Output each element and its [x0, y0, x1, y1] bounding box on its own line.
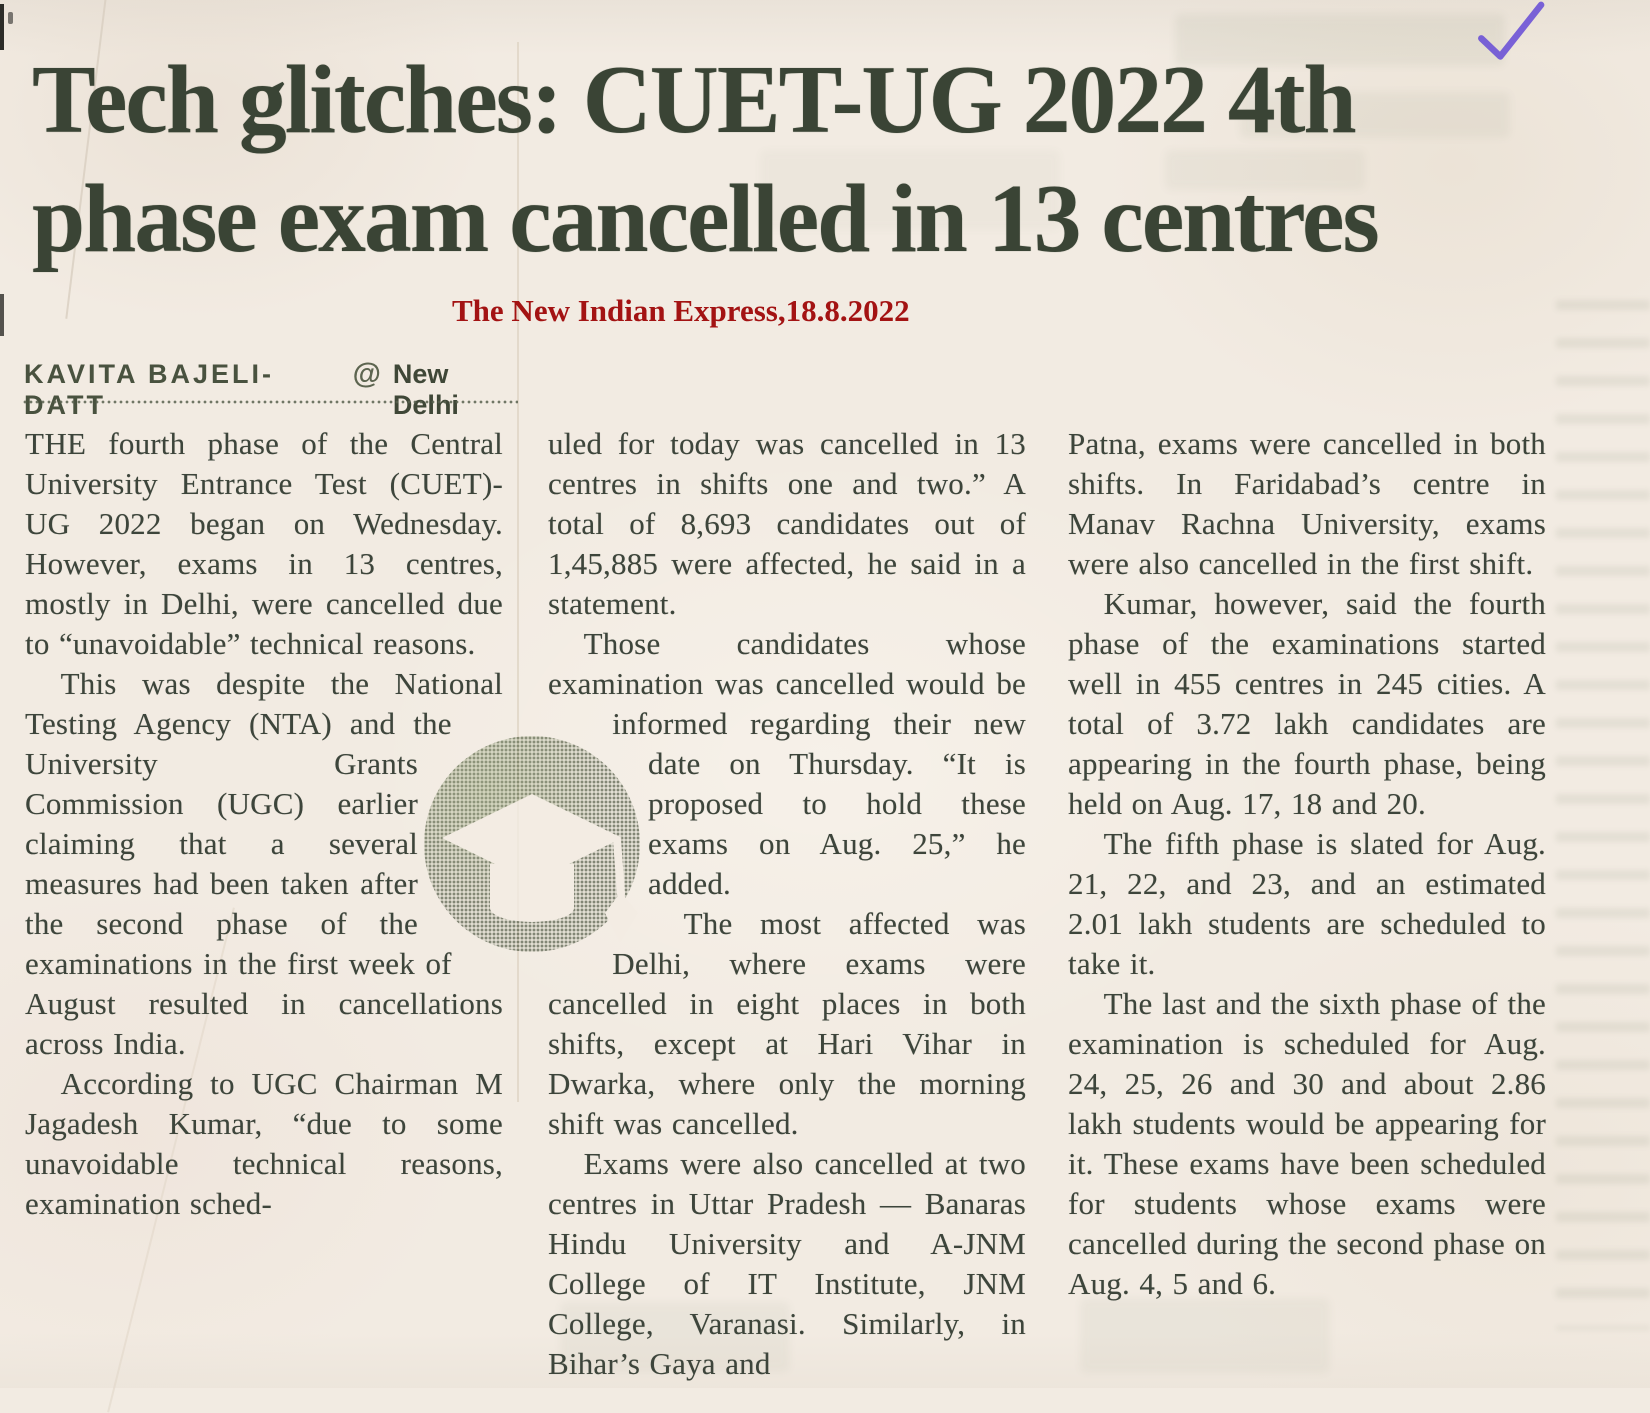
paragraph: The most affected was Delhi, where exams… — [548, 906, 1026, 1141]
article-column-3: Patna, exams were cancelled in both shif… — [1068, 424, 1546, 1364]
paragraph: Patna, exams were cancelled in both shif… — [1068, 426, 1546, 581]
paper-crease — [517, 42, 519, 1102]
paragraph: This was despite the National Testing Ag… — [25, 666, 503, 1061]
graduation-cap-icon — [424, 736, 640, 952]
scan-edge-mark — [0, 4, 4, 50]
headline-line-1: Tech glitches: CUET-UG 2022 4th — [32, 46, 1357, 153]
paragraph: According to UGC Chairman M Jagadesh Kum… — [25, 1066, 503, 1221]
byline: KAVITA BAJELI-DATT @ New Delhi — [24, 358, 516, 421]
paragraph: The last and the sixth phase of the exam… — [1068, 986, 1546, 1301]
article-column-2: uled for today was cancelled in 13 centr… — [548, 424, 1026, 1381]
paragraph: The fifth phase is slated for Aug. 21, 2… — [1068, 826, 1546, 981]
paragraph: THE fourth phase of the Central Universi… — [25, 426, 503, 661]
bleed-through-column — [1556, 300, 1650, 1330]
publication-credit: The New Indian Express,18.8.2022 — [452, 293, 910, 328]
at-symbol-icon: @ — [352, 358, 381, 390]
paragraph: Those candidates whose examination was c… — [548, 626, 1026, 901]
paragraph: uled for today was cancelled in 13 centr… — [548, 426, 1026, 621]
pen-checkmark-icon — [1473, 0, 1553, 69]
scan-edge-mark — [8, 12, 13, 24]
byline-author: KAVITA BAJELI-DATT — [24, 359, 274, 420]
paragraph: Exams were also cancelled at two centres… — [548, 1146, 1026, 1381]
article-column-1: THE fourth phase of the Central Universi… — [25, 424, 503, 1364]
article-headline: Tech glitches: CUET-UG 2022 4th phase ex… — [32, 40, 1539, 278]
scan-edge-mark — [0, 294, 4, 336]
byline-dotted-rule — [22, 399, 518, 405]
byline-location: New Delhi — [392, 359, 459, 420]
paragraph: Kumar, however, said the fourth phase of… — [1068, 586, 1546, 821]
headline-line-2: phase exam cancelled in 13 centres — [32, 165, 1380, 272]
